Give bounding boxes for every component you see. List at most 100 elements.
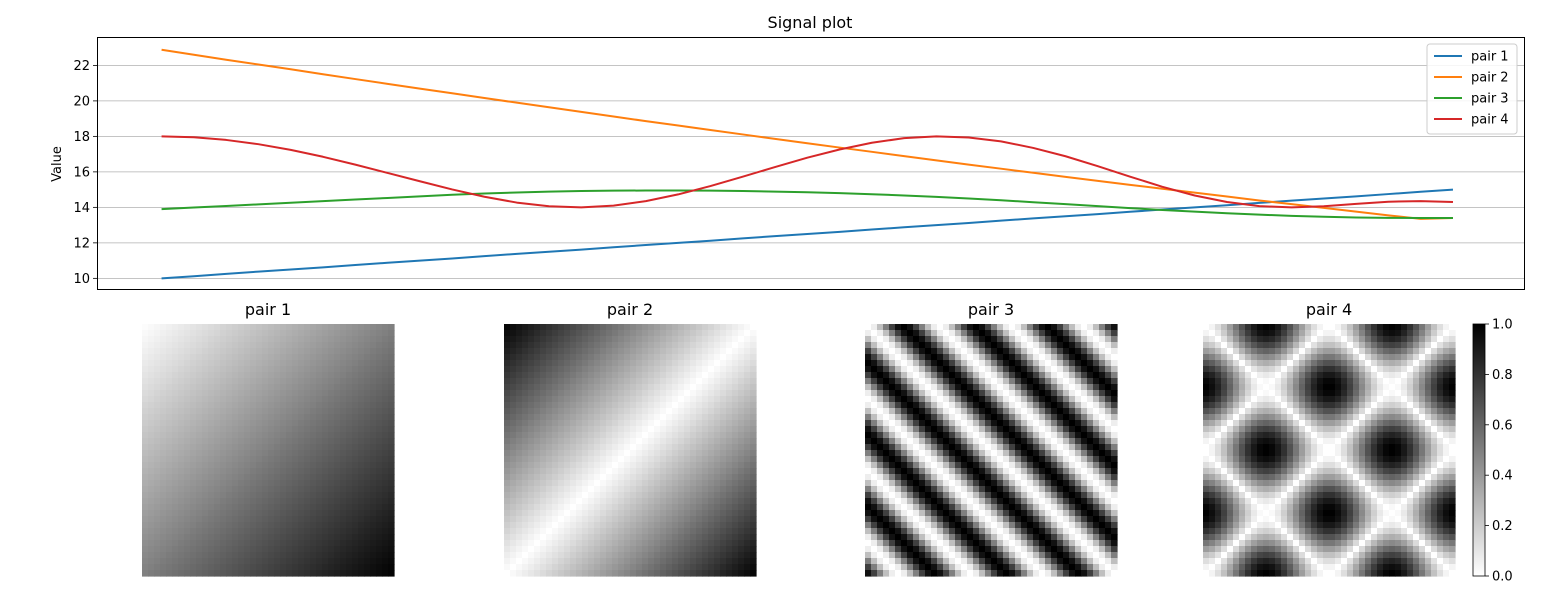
heatmap-cell: [214, 408, 221, 415]
y-tick-label: 20: [73, 94, 90, 109]
heatmap-cell: [937, 402, 944, 409]
heatmap-cell: [346, 516, 353, 523]
heatmap-cell: [346, 510, 353, 517]
heatmap-cell: [1111, 396, 1118, 403]
heatmap-cell: [750, 444, 757, 451]
heatmap-cell: [600, 450, 607, 457]
heatmap-cell: [660, 372, 667, 379]
heatmap-cell: [268, 480, 275, 487]
heatmap-cell: [684, 516, 691, 523]
heatmap-cell: [636, 324, 643, 331]
heatmap-cell: [666, 510, 673, 517]
heatmap-cell: [684, 510, 691, 517]
heatmap-cell: [340, 330, 347, 337]
heatmap-cell: [973, 408, 980, 415]
heatmap-cell: [382, 360, 389, 367]
heatmap-cell: [208, 552, 215, 559]
heatmap-cell: [142, 570, 149, 577]
heatmap-cell: [154, 408, 161, 415]
heatmap-cell: [594, 348, 601, 355]
heatmap-cell: [322, 474, 329, 481]
heatmap-cell: [1111, 330, 1118, 337]
heatmap-cell: [160, 396, 167, 403]
heatmap-cell: [690, 402, 697, 409]
heatmap-cell: [648, 504, 655, 511]
heatmap-cell: [1093, 396, 1100, 403]
heatmap-cell: [943, 378, 950, 385]
heatmap-cell: [594, 570, 601, 577]
heatmap-cell: [196, 426, 203, 433]
heatmap-cell: [262, 408, 269, 415]
heatmap-cell: [382, 504, 389, 511]
heatmap-cell: [738, 390, 745, 397]
heatmap-cell: [871, 492, 878, 499]
heatmap-cell: [364, 474, 371, 481]
heatmap-cell: [208, 468, 215, 475]
heatmap-cell: [666, 558, 673, 565]
heatmap-cell: [274, 366, 281, 373]
heatmap-cell: [1027, 342, 1034, 349]
heatmap-cell: [708, 366, 715, 373]
heatmap-cell: [552, 480, 559, 487]
heatmap-cell: [726, 342, 733, 349]
heatmap-cell: [382, 384, 389, 391]
heatmap-cell: [298, 468, 305, 475]
heatmap-cell: [208, 348, 215, 355]
heatmap-cell: [576, 438, 583, 445]
heatmap-cell: [949, 486, 956, 493]
heatmap-cell: [642, 522, 649, 529]
heatmap-cell: [232, 330, 239, 337]
heatmap-cell: [1075, 438, 1082, 445]
heatmap-cell: [184, 552, 191, 559]
heatmap-cell: [1003, 390, 1010, 397]
heatmap-cell: [624, 354, 631, 361]
heatmap-cell: [172, 378, 179, 385]
heatmap-cell: [907, 402, 914, 409]
heatmap-cell: [570, 546, 577, 553]
heatmap-cell: [925, 522, 932, 529]
heatmap-cell: [214, 396, 221, 403]
heatmap-cell: [618, 348, 625, 355]
heatmap-cell: [346, 432, 353, 439]
heatmap-cell: [352, 540, 359, 547]
heatmap-cell: [208, 384, 215, 391]
heatmap-cell: [588, 492, 595, 499]
heatmap-cell: [1105, 360, 1112, 367]
heatmap-cell: [907, 432, 914, 439]
heatmap-cell: [388, 480, 395, 487]
heatmap-cell: [1033, 342, 1040, 349]
heatmap-cell: [738, 432, 745, 439]
heatmap-cell: [142, 474, 149, 481]
heatmap-cell: [340, 552, 347, 559]
heatmap-cell: [504, 324, 511, 331]
heatmap-cell: [931, 354, 938, 361]
heatmap-cell: [340, 396, 347, 403]
heatmap-cell: [955, 432, 962, 439]
heatmap-cell: [1063, 480, 1070, 487]
heatmap-cell: [178, 444, 185, 451]
heatmap-cell: [967, 438, 974, 445]
heatmap-cell: [666, 480, 673, 487]
heatmap-cell: [504, 342, 511, 349]
heatmap-cell: [570, 534, 577, 541]
heatmap-cell: [877, 480, 884, 487]
heatmap-cell: [648, 438, 655, 445]
heatmap-cell: [142, 504, 149, 511]
heatmap-cell: [534, 474, 541, 481]
heatmap-cell: [516, 510, 523, 517]
heatmap-cell: [184, 486, 191, 493]
heatmap-cell: [1015, 390, 1022, 397]
heatmap-cell: [214, 324, 221, 331]
heatmap-cell: [244, 474, 251, 481]
heatmap-cell: [280, 390, 287, 397]
heatmap-cell: [172, 420, 179, 427]
heatmap-cell: [226, 522, 233, 529]
heatmap-cell: [292, 372, 299, 379]
heatmap-cell: [630, 426, 637, 433]
heatmap-cell: [702, 432, 709, 439]
heatmap-cell: [268, 408, 275, 415]
heatmap-cell: [612, 486, 619, 493]
heatmap-cell: [606, 456, 613, 463]
heatmap-cell: [232, 324, 239, 331]
heatmap-cell: [364, 372, 371, 379]
